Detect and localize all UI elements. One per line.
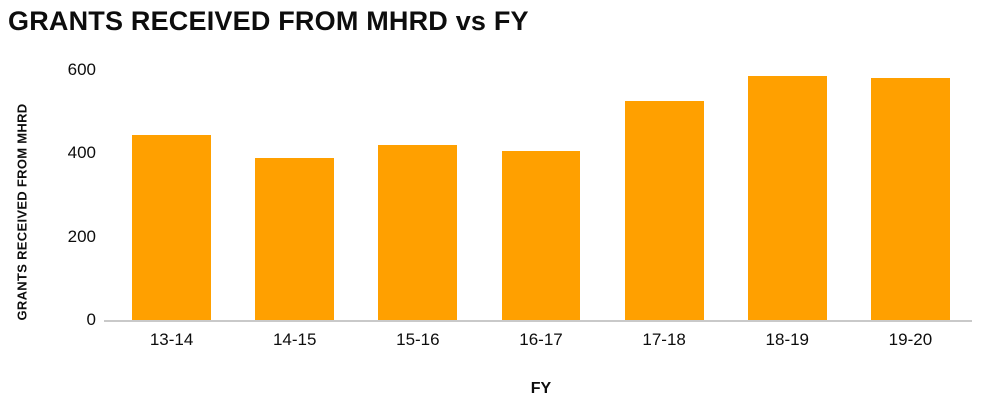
y-axis-label: GRANTS RECEIVED FROM MHRD: [14, 103, 30, 321]
x-tick-label: 15-16: [396, 330, 440, 349]
y-tick-label: 400: [67, 143, 96, 163]
y-tick-label: 200: [67, 226, 96, 246]
bar-slot: [479, 70, 602, 320]
bar-17-18: [624, 101, 704, 320]
bar-14-15: [255, 157, 335, 320]
x-tick-label: 18-19: [765, 330, 810, 349]
x-axis-label: FY: [530, 380, 552, 397]
x-tick-label: 13-14: [149, 330, 194, 349]
bar-15-16: [378, 145, 458, 320]
bar-slot: [356, 70, 479, 320]
y-tick-label: 600: [67, 60, 96, 79]
x-tick-label: 17-18: [642, 330, 686, 349]
x-tick-label: 14-15: [272, 330, 317, 349]
bar-slot: [110, 70, 233, 320]
bar-18-19: [747, 76, 827, 320]
chart-title: GRANTS RECEIVED FROM MHRD vs FY: [8, 6, 529, 36]
x-tick-labels: 13-14 14-15 15-16 16-17 17-18 18-19 19-20: [110, 330, 972, 350]
plot-area: 13-14 14-15 15-16 16-17 17-18 18-19 19-20 0 200…: [68, 60, 972, 349]
x-axis-line: [104, 320, 972, 322]
x-tick-label: 16-17: [519, 330, 563, 349]
bar-slot: [603, 70, 726, 320]
bar-slot: [726, 70, 849, 320]
x-tick-label: 19-20: [888, 330, 933, 349]
bar-19-20: [871, 78, 950, 320]
bar-slot: [233, 70, 356, 320]
bar-slot: [849, 70, 972, 320]
y-tick-label: 0: [86, 310, 96, 329]
bar-16-17: [501, 151, 581, 320]
bars-container: [110, 70, 972, 320]
bar-13-14: [132, 134, 211, 320]
